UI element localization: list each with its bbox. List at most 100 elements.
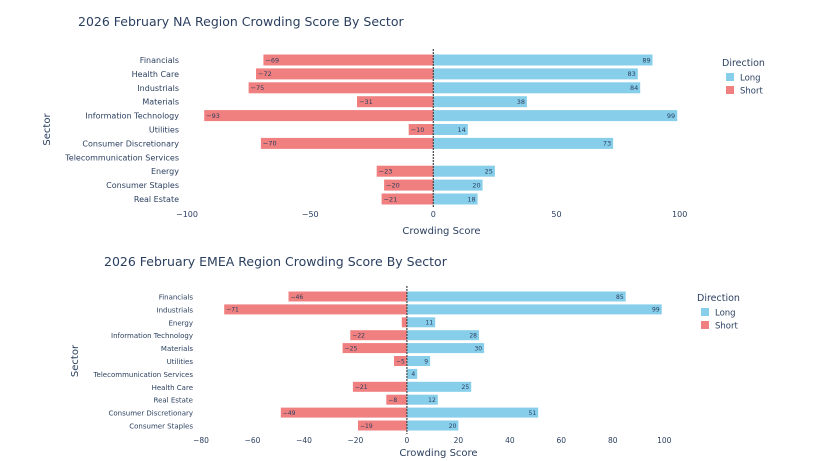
bar-short — [357, 96, 434, 108]
x-tick-label: −50 — [302, 210, 319, 219]
x-tick-label: −20 — [347, 436, 363, 445]
bar-long — [406, 343, 485, 354]
category-label: Health Care — [152, 384, 193, 392]
x-tick-label: 0 — [431, 210, 436, 219]
bar-short — [350, 330, 407, 341]
bar-data-label: −23 — [379, 168, 393, 176]
bar-data-label: −70 — [263, 140, 277, 148]
y-axis-title: Sector — [42, 113, 53, 146]
legend-label-long: Long — [740, 74, 761, 84]
category-label: Consumer Staples — [129, 423, 193, 431]
bar-long — [433, 193, 478, 205]
x-tick-label: 80 — [608, 436, 618, 445]
bar-short — [280, 407, 407, 418]
bar-data-label: −75 — [251, 84, 265, 92]
bar-data-label: 25 — [462, 384, 470, 391]
category-label: Energy — [151, 167, 179, 176]
bar-long — [406, 407, 539, 418]
bar-data-label: −22 — [352, 333, 365, 340]
bar-data-label: 28 — [469, 333, 477, 340]
bar-long — [406, 317, 436, 328]
bar-data-label: 99 — [667, 112, 675, 120]
legend-swatch-short — [726, 86, 734, 94]
bar-long — [433, 96, 527, 108]
bar-long — [433, 165, 495, 177]
category-label: Real Estate — [134, 195, 179, 204]
y-axis-title: Sector — [70, 344, 81, 377]
bar-data-label: −5 — [396, 358, 405, 365]
legend-swatch-short — [701, 321, 709, 329]
category-label: Materials — [142, 98, 179, 107]
bar-data-label: −71 — [226, 307, 239, 314]
x-tick-label: 20 — [454, 436, 464, 445]
chart-title: 2026 February NA Region Crowding Score B… — [78, 14, 404, 29]
bar-long — [433, 137, 614, 149]
bar-data-label: 9 — [424, 358, 428, 365]
x-tick-label: 40 — [505, 436, 515, 445]
x-tick-label: 50 — [551, 210, 561, 219]
bar-data-label: 20 — [449, 423, 457, 430]
bar-short — [288, 291, 407, 302]
category-label: Financials — [140, 56, 179, 65]
bar-data-label: −69 — [265, 56, 279, 64]
bar-data-label: −21 — [384, 195, 398, 203]
bar-short — [256, 68, 434, 80]
category-label: Industrials — [157, 306, 194, 314]
bar-long — [433, 54, 653, 66]
bar-short — [394, 356, 407, 366]
category-label: Telecommunication Services — [64, 153, 179, 162]
legend-label-short: Short — [740, 87, 763, 97]
bar-data-label: −93 — [206, 112, 220, 120]
bar-data-label: 12 — [428, 397, 436, 404]
category-label: Industrials — [137, 84, 179, 93]
bar-short — [260, 137, 434, 149]
bar-data-label: −46 — [291, 294, 304, 301]
bar-long — [433, 68, 638, 80]
bar-short — [352, 381, 407, 392]
bar-long — [433, 110, 678, 122]
x-tick-label: −40 — [296, 436, 312, 445]
legend-swatch-long — [701, 308, 709, 316]
x-tick-label: −80 — [193, 436, 209, 445]
x-axis-title: Crowding Score — [399, 448, 477, 459]
bar-long — [406, 394, 438, 405]
bar-short — [386, 394, 407, 405]
bar-long — [406, 330, 479, 341]
bar-short — [401, 317, 407, 328]
bar-short — [248, 82, 434, 94]
bar-data-label: −72 — [258, 70, 272, 78]
bar-long — [406, 368, 418, 379]
category-label: Consumer Discretionary — [109, 410, 194, 418]
category-label: Materials — [161, 345, 193, 353]
bar-short — [358, 420, 407, 431]
bar-data-label: −31 — [359, 98, 373, 106]
bar-data-label: 99 — [652, 307, 660, 314]
x-tick-label: −60 — [245, 436, 261, 445]
bar-short — [408, 124, 434, 135]
category-label: Consumer Discretionary — [82, 139, 179, 148]
bar-data-label: 83 — [628, 70, 636, 78]
bar-data-label: 38 — [517, 98, 525, 106]
bar-data-label: 25 — [485, 168, 493, 176]
bar-long — [406, 420, 459, 431]
bar-data-label: 85 — [616, 294, 624, 301]
bar-data-label: −19 — [360, 423, 373, 430]
bar-short — [384, 179, 434, 191]
legend-label-short: Short — [715, 322, 738, 332]
bar-long — [433, 82, 641, 94]
bar-data-label: 4 — [411, 371, 415, 378]
category-label: Utilities — [167, 358, 194, 366]
x-axis-title: Crowding Score — [402, 226, 480, 237]
bar-short — [376, 165, 434, 177]
x-tick-label: 100 — [672, 210, 687, 219]
bar-data-label: 11 — [426, 320, 434, 327]
bar-data-label: −20 — [386, 181, 400, 189]
legend-swatch-long — [726, 73, 734, 81]
bar-long — [406, 291, 626, 302]
bar-long — [406, 304, 662, 315]
bar-data-label: 84 — [630, 84, 638, 92]
bar-data-label: −49 — [283, 410, 296, 417]
bar-long — [433, 124, 468, 135]
bar-short — [342, 343, 407, 354]
